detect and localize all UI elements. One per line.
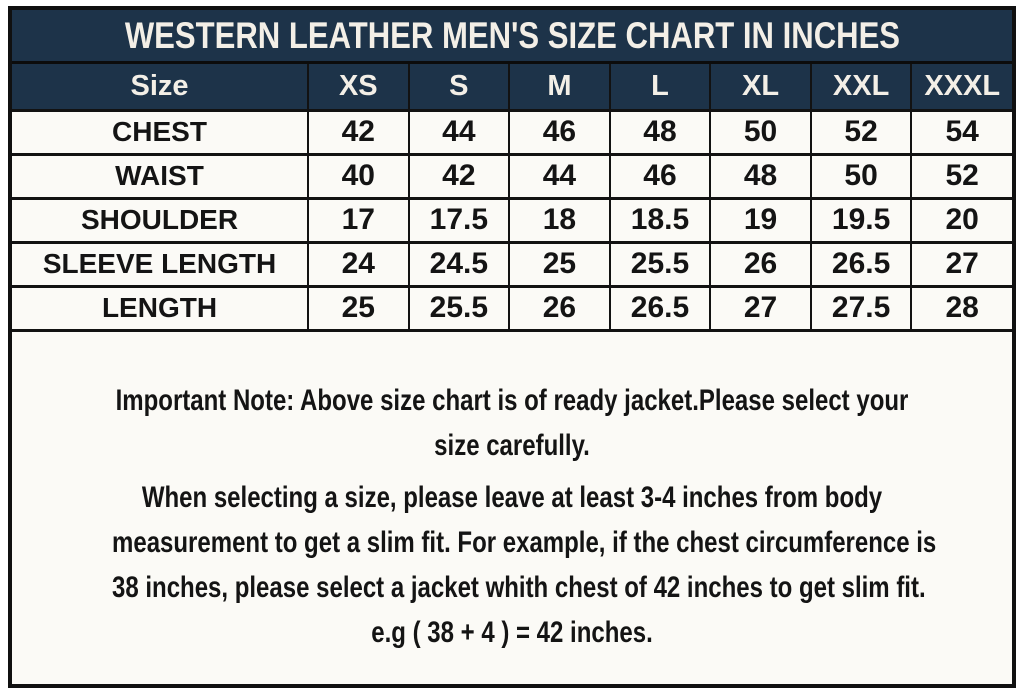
note-line: e.g ( 38 + 4 ) = 42 inches. — [371, 615, 653, 649]
table-cell: 19.5 — [809, 196, 913, 243]
table-row-length: LENGTH 25 25.5 26 26.5 27 27.5 28 — [12, 284, 1012, 332]
note-line: Important Note: Above size chart is of r… — [115, 383, 909, 417]
table-cell: 42 — [407, 152, 511, 199]
table-cell: 19 — [709, 196, 812, 243]
important-note-block: Important Note: Above size chart is of r… — [12, 332, 1012, 655]
table-cell: 24.5 — [407, 240, 511, 287]
table-cell: 44 — [508, 152, 611, 199]
table-cell: 46 — [508, 108, 611, 155]
column-header-l: L — [608, 64, 712, 111]
table-cell: 25.5 — [407, 284, 511, 332]
table-cell: 52 — [910, 152, 1012, 199]
row-label-shoulder: SHOULDER — [12, 196, 309, 243]
table-cell: 48 — [709, 152, 812, 199]
column-header-m: M — [508, 64, 611, 111]
row-label-waist: WAIST — [12, 152, 309, 199]
table-cell: 54 — [910, 108, 1012, 155]
table-cell: 18.5 — [608, 196, 712, 243]
table-cell: 26.5 — [809, 240, 913, 287]
table-row-waist: WAIST 40 42 44 46 48 50 52 — [12, 152, 1012, 199]
note-line: size carefully. — [434, 428, 590, 462]
table-cell: 50 — [709, 108, 812, 155]
table-cell: 25.5 — [608, 240, 712, 287]
chart-title: WESTERN LEATHER MEN'S SIZE CHART IN INCH… — [124, 14, 900, 56]
table-cell: 50 — [809, 152, 913, 199]
table-cell: 25 — [508, 240, 611, 287]
table-cell: 26 — [508, 284, 611, 332]
table-cell: 40 — [307, 152, 410, 199]
table-cell: 26 — [709, 240, 812, 287]
table-cell: 17.5 — [407, 196, 511, 243]
chart-title-bar: WESTERN LEATHER MEN'S SIZE CHART IN INCH… — [12, 10, 1012, 64]
column-header-s: S — [407, 64, 511, 111]
table-cell: 17 — [307, 196, 410, 243]
table-cell: 46 — [608, 152, 712, 199]
table-cell: 44 — [407, 108, 511, 155]
column-header-xl: XL — [709, 64, 812, 111]
table-row-chest: CHEST 42 44 46 48 50 52 54 — [12, 108, 1012, 155]
table-cell: 28 — [910, 284, 1012, 332]
table-cell: 27 — [709, 284, 812, 332]
row-label-length: LENGTH — [12, 284, 309, 332]
chart-frame: WESTERN LEATHER MEN'S SIZE CHART IN INCH… — [8, 6, 1016, 688]
table-cell: 25 — [307, 284, 410, 332]
note-line: When selecting a size, please leave at l… — [141, 480, 883, 514]
table-row-sleeve-length: SLEEVE LENGTH 24 24.5 25 25.5 26 26.5 27 — [12, 240, 1012, 287]
table-cell: 48 — [608, 108, 712, 155]
table-cell: 27.5 — [809, 284, 913, 332]
row-label-chest: CHEST — [12, 108, 309, 155]
table-cell: 27 — [910, 240, 1012, 287]
column-header-xxxl: XXXL — [910, 64, 1012, 111]
column-header-xxl: XXL — [809, 64, 913, 111]
table-cell: 24 — [307, 240, 410, 287]
note-line: measurement to get a slim fit. For examp… — [112, 525, 937, 559]
note-line: 38 inches, please select a jacket whith … — [112, 570, 926, 604]
column-header-size: Size — [12, 64, 309, 111]
column-header-xs: XS — [307, 64, 410, 111]
table-cell: 20 — [910, 196, 1012, 243]
table-cell: 42 — [307, 108, 410, 155]
table-cell: 26.5 — [608, 284, 712, 332]
size-table: Size XS S M L XL XXL XXXL CHEST 42 44 46… — [12, 64, 1012, 332]
table-cell: 52 — [809, 108, 913, 155]
row-label-sleeve-length: SLEEVE LENGTH — [12, 240, 309, 287]
table-header-row: Size XS S M L XL XXL XXXL — [12, 64, 1012, 111]
table-cell: 18 — [508, 196, 611, 243]
table-row-shoulder: SHOULDER 17 17.5 18 18.5 19 19.5 20 — [12, 196, 1012, 243]
